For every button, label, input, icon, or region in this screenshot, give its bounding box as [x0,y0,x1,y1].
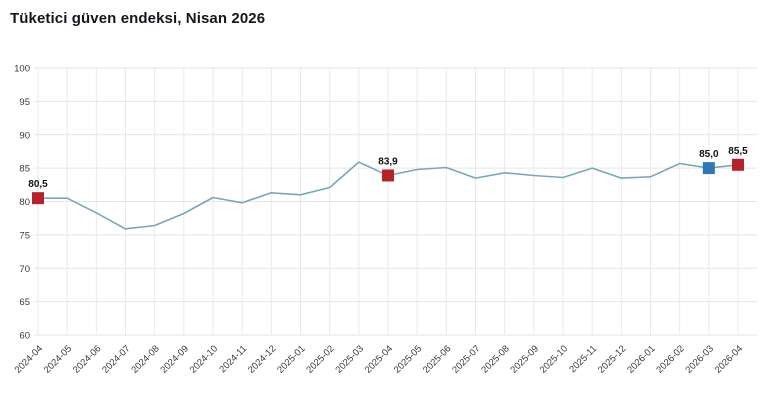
x-axis-tick-label: 2025-08 [479,343,511,375]
x-axis-tick-label: 2025-01 [275,343,307,375]
x-axis-tick-label: 2024-12 [246,343,278,375]
data-point-label: 85,0 [699,149,719,160]
x-axis-tick-label: 2024-04 [13,343,45,375]
data-point-marker[interactable] [382,169,394,182]
y-axis-tick-label: 80 [19,197,30,208]
data-point-marker[interactable] [702,162,715,175]
y-axis-tick-label: 60 [19,331,30,342]
x-axis-tick-label: 2025-09 [509,343,541,375]
y-axis-tick-label: 75 [19,230,30,241]
x-axis-tick-label: 2024-05 [42,343,74,375]
data-point-marker[interactable] [32,192,44,205]
x-axis-tick-label: 2026-03 [684,343,716,375]
x-axis-tick-label: 2024-09 [159,343,191,375]
x-axis-tick-label: 2024-10 [188,343,220,375]
x-axis-tick-label: 2024-11 [217,343,249,375]
x-axis-tick-label: 2026-02 [654,343,686,375]
x-axis-tick-label: 2025-03 [334,343,366,375]
x-axis-tick-label: 2025-11 [567,343,599,375]
data-point-marker[interactable] [732,158,744,171]
x-axis-tick-label: 2024-07 [100,343,132,375]
data-point-label: 80,5 [28,179,48,190]
y-axis-tick-label: 85 [19,164,30,175]
x-axis-tick-label: 2026-01 [625,343,657,375]
x-axis-tick-label: 2025-02 [304,343,336,375]
x-axis-tick-label: 2025-10 [538,343,570,375]
x-axis-tick-label: 2024-08 [129,343,161,375]
x-axis-tick-label: 2025-07 [450,343,482,375]
data-point-label: 85,5 [728,146,748,157]
line-chart: 60 65 70 75 80 85 90 95 100 2024-042024-052024-06… [13,64,757,376]
data-point-label: 83,9 [378,156,398,167]
x-axis-tick-label: 2026-04 [713,343,745,375]
y-axis-tick-label: 95 [19,97,30,108]
y-axis-tick-label: 65 [19,297,30,308]
y-axis-tick-label: 100 [14,64,30,75]
y-axis-tick-label: 70 [19,264,30,275]
y-axis-tick-label: 90 [19,130,30,141]
x-axis-tick-label: 2025-04 [363,343,395,375]
chart-title: Tüketici güven endeksi, Nisan 2026 [10,10,266,27]
x-axis-tick-label: 2024-06 [71,343,103,375]
x-axis-tick-label: 2025-05 [392,343,424,375]
x-axis-tick-label: 2025-06 [421,343,453,375]
x-axis-tick-label: 2025-12 [596,343,628,375]
